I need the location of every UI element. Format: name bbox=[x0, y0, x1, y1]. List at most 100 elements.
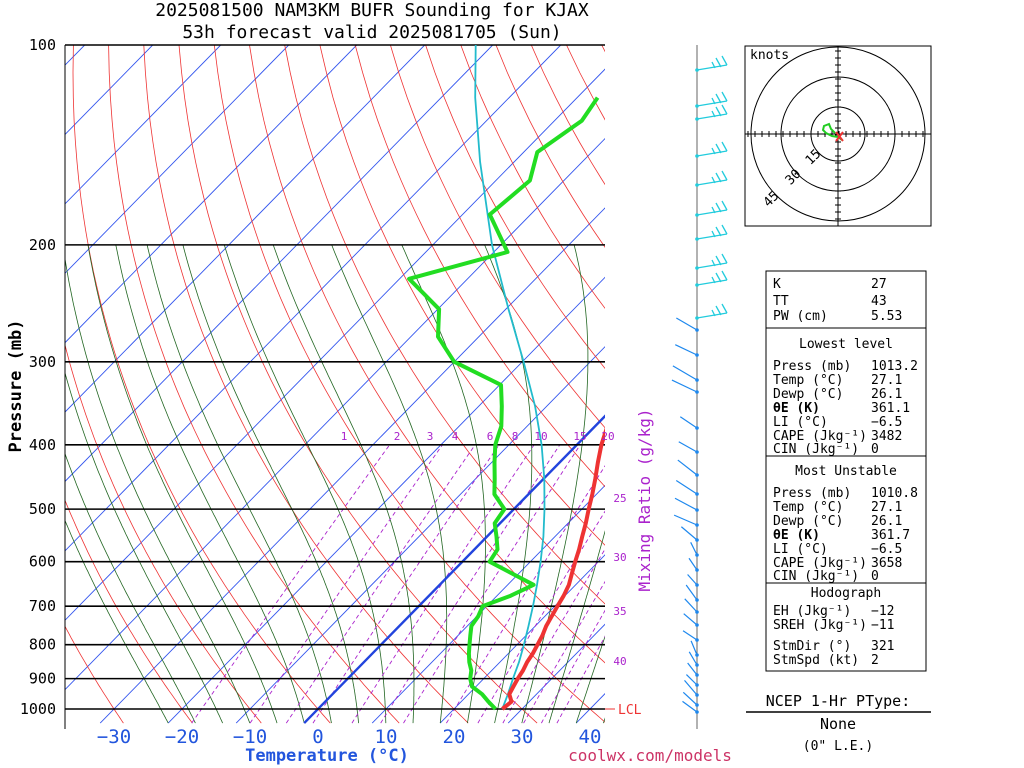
moist-adiabat bbox=[223, 244, 387, 724]
mixing-ratio-labels: 1 2 3 4 6 8 10 15 20 25 30 35 40 bbox=[341, 430, 627, 668]
mr-label-15: 15 bbox=[573, 430, 586, 443]
mixing-ratio-line bbox=[403, 444, 581, 724]
hodo-title: Hodograph bbox=[811, 586, 881, 601]
moist-adiabat bbox=[65, 256, 251, 724]
isotherm bbox=[65, 45, 358, 344]
dry-adiabat bbox=[65, 625, 124, 724]
wind-barb bbox=[676, 317, 699, 332]
stmdir-value: 321 bbox=[871, 639, 894, 654]
mu-li-label: LI (°C) bbox=[773, 542, 828, 557]
dry-adiabat bbox=[284, 45, 605, 605]
mu-cape-value: 3658 bbox=[871, 556, 902, 571]
sreh-label: SREH (Jkg⁻¹) bbox=[773, 618, 867, 633]
dry-adiabat bbox=[65, 499, 193, 724]
y-axis-label: Pressure (mb) bbox=[6, 319, 26, 452]
mu-temp-label: Temp (°C) bbox=[773, 500, 843, 515]
mu-li-value: −6.5 bbox=[871, 542, 902, 557]
temperature-tick-labels: −30 −20 −10 0 10 20 30 40 bbox=[97, 726, 602, 748]
wind-barb bbox=[695, 200, 728, 217]
pw-value: 5.53 bbox=[871, 309, 902, 324]
isotherm bbox=[65, 68, 605, 621]
wind-barb bbox=[682, 630, 699, 642]
moist-adiabat bbox=[65, 371, 223, 724]
wind-barb bbox=[683, 613, 699, 627]
plot-area bbox=[65, 45, 605, 729]
wind-barb bbox=[675, 480, 699, 496]
lowest-level-title: Lowest level bbox=[799, 337, 893, 352]
mu-thetae-label: θE (K) bbox=[773, 528, 820, 543]
wind-barb bbox=[679, 416, 699, 430]
dry-adiabat bbox=[178, 45, 538, 724]
stmdir-label: StmDir (°) bbox=[773, 639, 851, 654]
wind-barb bbox=[688, 557, 699, 572]
mr-label-4: 4 bbox=[452, 430, 459, 443]
temp-label-30: 30 bbox=[511, 726, 534, 748]
chart-subtitle: 53h forecast valid 2025081705 (Sun) bbox=[182, 22, 561, 43]
dry-adiabat bbox=[108, 45, 400, 724]
wind-barb bbox=[674, 344, 699, 357]
pressure-label-200: 200 bbox=[29, 236, 56, 254]
mu-dewp-label: Dewp (°C) bbox=[773, 514, 843, 529]
pressure-label-1000: 1000 bbox=[20, 700, 56, 718]
moist-adiabat bbox=[87, 244, 278, 724]
isotherm bbox=[65, 45, 222, 205]
wind-barb bbox=[688, 651, 699, 667]
mu-cape-label: CAPE (Jkg⁻¹) bbox=[773, 556, 867, 571]
moist-adiabat bbox=[182, 244, 359, 724]
mu-cin-value: 0 bbox=[871, 569, 879, 584]
indices-table: K 27 TT 43 PW (cm) 5.53 Lowest level Pre… bbox=[765, 270, 927, 672]
lowest-press-value: 1013.2 bbox=[871, 359, 918, 374]
unstable-title: Most Unstable bbox=[795, 464, 897, 479]
freezing-isotherm bbox=[303, 414, 605, 724]
lowest-li-label: LI (°C) bbox=[773, 415, 828, 430]
wind-barb bbox=[671, 379, 699, 394]
pressure-label-100: 100 bbox=[29, 36, 56, 54]
wind-barb bbox=[684, 598, 699, 614]
dry-adiabat bbox=[319, 45, 605, 546]
pressure-tick-labels: 100 200 300 400 500 600 700 800 900 1000 bbox=[20, 36, 56, 718]
hodo-ticks bbox=[747, 50, 924, 220]
wind-barb bbox=[695, 270, 728, 287]
wind-barb bbox=[687, 574, 699, 587]
pressure-label-600: 600 bbox=[29, 553, 56, 571]
wind-barb bbox=[682, 700, 699, 714]
mr-label-25: 25 bbox=[613, 492, 626, 505]
mixing-ratio-line bbox=[523, 580, 605, 724]
pressure-label-400: 400 bbox=[29, 436, 56, 454]
mr-label-2: 2 bbox=[394, 430, 401, 443]
dry-adiabat bbox=[390, 45, 605, 429]
mu-dewp-value: 26.1 bbox=[871, 514, 902, 529]
eh-value: −12 bbox=[871, 604, 894, 619]
wind-barb bbox=[695, 253, 728, 270]
wind-barb bbox=[687, 662, 699, 677]
wind-barb bbox=[680, 526, 699, 542]
pressure-label-300: 300 bbox=[29, 353, 56, 371]
dry-adiabat bbox=[425, 45, 605, 369]
isotherm bbox=[65, 45, 494, 483]
hodograph: 15 30 45 bbox=[745, 46, 931, 226]
isotherm bbox=[65, 137, 605, 691]
moist-adiabat bbox=[115, 244, 305, 724]
lowest-cape-value: 3482 bbox=[871, 429, 902, 444]
mixing-ratio-line bbox=[380, 444, 561, 724]
mr-label-20: 20 bbox=[601, 430, 614, 443]
lowest-li-value: −6.5 bbox=[871, 415, 902, 430]
tt-value: 43 bbox=[871, 294, 887, 309]
wind-barb bbox=[678, 441, 699, 454]
isotherm bbox=[65, 45, 426, 413]
wind-barb bbox=[695, 170, 728, 187]
temp-label--30: −30 bbox=[97, 726, 131, 748]
lowest-temp-label: Temp (°C) bbox=[773, 373, 843, 388]
ptype-value: None bbox=[820, 715, 856, 733]
lowest-thetae-label: θE (K) bbox=[773, 401, 820, 416]
k-value: 27 bbox=[871, 277, 887, 292]
mixing-ratio-line bbox=[556, 635, 605, 724]
mixing-ratio-line bbox=[351, 444, 535, 724]
hodo-units-label: knots bbox=[750, 48, 789, 63]
mu-temp-value: 27.1 bbox=[871, 500, 902, 515]
sreh-value: −11 bbox=[871, 618, 894, 633]
x-axis-label: Temperature (°C) bbox=[245, 746, 409, 766]
temp-label-10: 10 bbox=[375, 726, 398, 748]
chart-title: 2025081500 NAM3KM BUFR Sounding for KJAX bbox=[155, 0, 589, 21]
wind-barb bbox=[690, 542, 699, 557]
